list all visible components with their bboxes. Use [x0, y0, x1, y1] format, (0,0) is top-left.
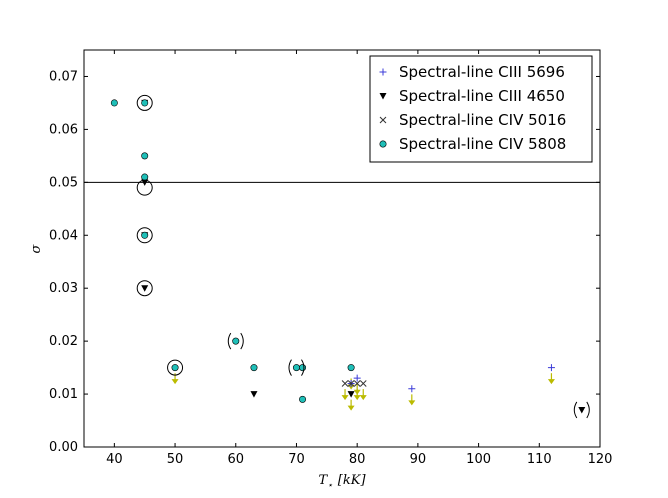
data-point [347, 364, 355, 372]
x-axis-label-unit: [kK] [338, 473, 367, 488]
upper-limit-arrow [171, 379, 179, 385]
upper-limit-arrow [547, 379, 555, 385]
legend-label: Spectral-line CIV 5808 [399, 135, 566, 153]
upper-limit-arrow [347, 405, 355, 411]
plot-marks [110, 94, 590, 419]
legend: Spectral-line CIII 5696 Spectral-line CII… [369, 55, 593, 163]
y-tick-label: 0.02 [49, 334, 78, 349]
upper-limit-arrow [353, 389, 361, 395]
legend-marker [379, 93, 387, 100]
y-tick-label: 0.01 [49, 387, 78, 402]
upper-limit-arrow [353, 395, 361, 401]
legend-label: Spectral-line CIII 5696 [399, 63, 565, 81]
data-point [141, 173, 149, 181]
circled-point-ring [136, 280, 153, 297]
legend-marker [379, 68, 387, 76]
parenthesis-left [573, 401, 578, 419]
upper-limit-arrow [341, 395, 349, 401]
axis-ticks: 40 50 60 70 80 90 100 110 120 0.00 0.01 0.02 0.03 0.0… [49, 50, 612, 467]
data-point [141, 285, 149, 292]
plot-frame [83, 49, 601, 448]
legend-label: Spectral-line CIII 4650 [399, 87, 565, 105]
data-point [353, 380, 361, 387]
x-tick-label: 60 [227, 452, 244, 467]
data-point [353, 374, 361, 382]
parenthesis-right [301, 359, 305, 376]
data-point [232, 337, 240, 345]
x-tick-label: 40 [106, 452, 123, 467]
data-point [250, 391, 258, 398]
data-point [547, 364, 555, 372]
y-tick-label: 0.05 [49, 175, 78, 190]
y-tick-label: 0.04 [49, 228, 78, 243]
upper-limit-arrow [359, 395, 367, 401]
circled-point-ring [167, 359, 184, 376]
x-tick-label: 120 [588, 452, 613, 467]
data-point [347, 391, 355, 398]
data-point [408, 385, 416, 393]
parenthesis-right [586, 401, 590, 419]
data-point [141, 152, 149, 160]
parenthesis-left [288, 359, 292, 376]
data-point [250, 364, 258, 372]
data-point [347, 380, 355, 387]
data-point [299, 364, 307, 372]
y-tick-label: 0.06 [49, 122, 78, 137]
data-point [292, 364, 300, 372]
data-point [141, 231, 149, 239]
upper-limit-arrow [408, 400, 416, 406]
legend-label: Spectral-line CIV 5016 [399, 111, 566, 129]
data-point [141, 99, 149, 107]
x-axis-label: T⋆ [kK] [318, 473, 366, 491]
data-point [110, 99, 118, 107]
x-tick-label: 100 [466, 452, 491, 467]
circled-point-ring [136, 94, 153, 111]
y-axis-label: σ [29, 243, 44, 253]
data-point [578, 406, 586, 414]
x-tick-label: 90 [410, 452, 427, 467]
data-point [171, 364, 179, 372]
x-axis-label-symbol: T [318, 473, 328, 488]
legend-marker [379, 140, 387, 148]
x-tick-label: 50 [167, 452, 184, 467]
data-point [299, 395, 307, 403]
parenthesis-left [227, 332, 232, 350]
legend-box [369, 55, 593, 163]
y-tick-label: 0.03 [49, 281, 78, 296]
y-tick-label: 0.00 [49, 440, 78, 455]
parenthesis-right [240, 332, 244, 350]
data-point [359, 380, 367, 387]
x-axis-label-subscript: ⋆ [327, 481, 333, 491]
legend-marker [379, 116, 387, 124]
y-tick-label: 0.07 [49, 69, 78, 84]
data-point [341, 380, 349, 387]
x-tick-label: 80 [349, 452, 366, 467]
x-tick-label: 110 [527, 452, 552, 467]
circled-point-ring [136, 179, 153, 196]
x-tick-label: 70 [288, 452, 305, 467]
circled-point-ring [136, 227, 153, 244]
